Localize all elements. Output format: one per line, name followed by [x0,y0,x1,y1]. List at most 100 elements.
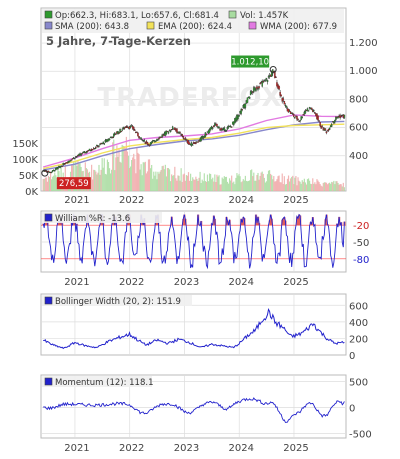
volume-bar [48,176,49,191]
candle-up [227,127,228,129]
volume-bar [201,183,202,191]
volume-bar [203,181,204,191]
candle-down [197,142,198,143]
volume-bar [343,183,344,191]
volume-bar [145,162,146,191]
volume-bar [121,163,122,191]
volume-bar [338,185,339,191]
volume-bar [251,169,252,191]
candle-down [124,128,125,129]
volume-bar [333,181,334,191]
price-y-tick-label: 800 [349,94,368,105]
volume-bar [222,178,223,191]
volume-bar [104,158,105,191]
candle-up [289,111,290,112]
price-x-tick-label: 2023 [174,195,199,206]
volume-bar [50,172,51,191]
volume-bar [148,159,149,191]
volume-bar [124,146,125,191]
volume-bar [175,178,176,191]
volume-bar [272,179,273,191]
volume-bar [324,182,325,191]
candle-down [82,153,83,154]
volume-bar [157,172,158,191]
candle-up [309,107,310,108]
candle-up [94,148,95,149]
volume-bar [334,184,335,191]
volume-bar [294,178,295,191]
candle-down [318,121,319,122]
volume-bar [98,165,99,191]
volume-bar [261,173,262,191]
candle-down [297,119,298,120]
candle-up [238,115,239,116]
legend-swatch-wma [249,22,256,29]
volume-bar [51,179,52,191]
volume-bar [323,183,324,191]
volume-bar [283,184,284,191]
volume-bar [151,165,152,191]
volume-bar [242,181,243,191]
bollinger-y-tick-label: 600 [349,301,368,312]
volume-bar [328,183,329,191]
volume-bar [273,176,274,191]
volume-bar [46,177,47,191]
volume-bar [91,165,92,191]
volume-bar [249,180,250,191]
candle-up [57,167,58,169]
volume-bar [265,183,266,191]
candle-down [213,126,214,127]
candle-down [296,116,297,119]
candle-up [331,124,332,127]
volume-bar [280,182,281,191]
volume-bar [223,179,224,191]
volume-bar [244,180,245,191]
volume-bar [173,175,174,191]
volume-bar [298,181,299,191]
volume-bar [277,176,278,191]
volume-bar [188,172,189,191]
volume-bar [52,177,53,191]
volume-bar [316,179,317,191]
volume-bar [177,175,178,191]
volume-bar [94,170,95,191]
williams-y-tick-label: -50 [353,238,369,249]
volume-bar [250,170,251,191]
volume-bar [210,174,211,191]
volume-bar [235,178,236,191]
candle-down [263,81,264,82]
volume-bar [248,181,249,191]
volume-bar [304,179,305,191]
candle-down [183,136,184,138]
candle-up [307,109,308,111]
candle-down [185,138,186,139]
candle-down [95,147,96,148]
williams-x-tick-label: 2021 [64,277,89,288]
candle-down [115,134,116,135]
volume-bar [171,174,172,191]
volume-bar [269,170,270,191]
volume-bar [199,172,200,191]
volume-bar [233,182,234,191]
momentum-x-tick-label: 2023 [174,443,199,454]
candle-down [327,131,328,132]
volume-bar [163,166,164,191]
volume-bar [243,179,244,191]
volume-bar [214,174,215,191]
candle-down [275,77,276,78]
volume-bar [44,179,45,191]
volume-bar [169,169,170,191]
legend-ohlc-text: Op:662.3, Hi:683.1, Lo:657.6, Cl:681.4 [55,11,219,21]
candle-up [74,158,75,159]
candle-down [258,86,259,88]
volume-bar [240,176,241,191]
volume-bar [147,171,148,191]
candle-down [189,143,190,145]
volume-bar [132,157,133,191]
candle-down [260,83,261,84]
volume-bar [226,177,227,191]
volume-bar [315,184,316,191]
volume-bar [49,177,50,191]
volume-bar [126,137,127,191]
